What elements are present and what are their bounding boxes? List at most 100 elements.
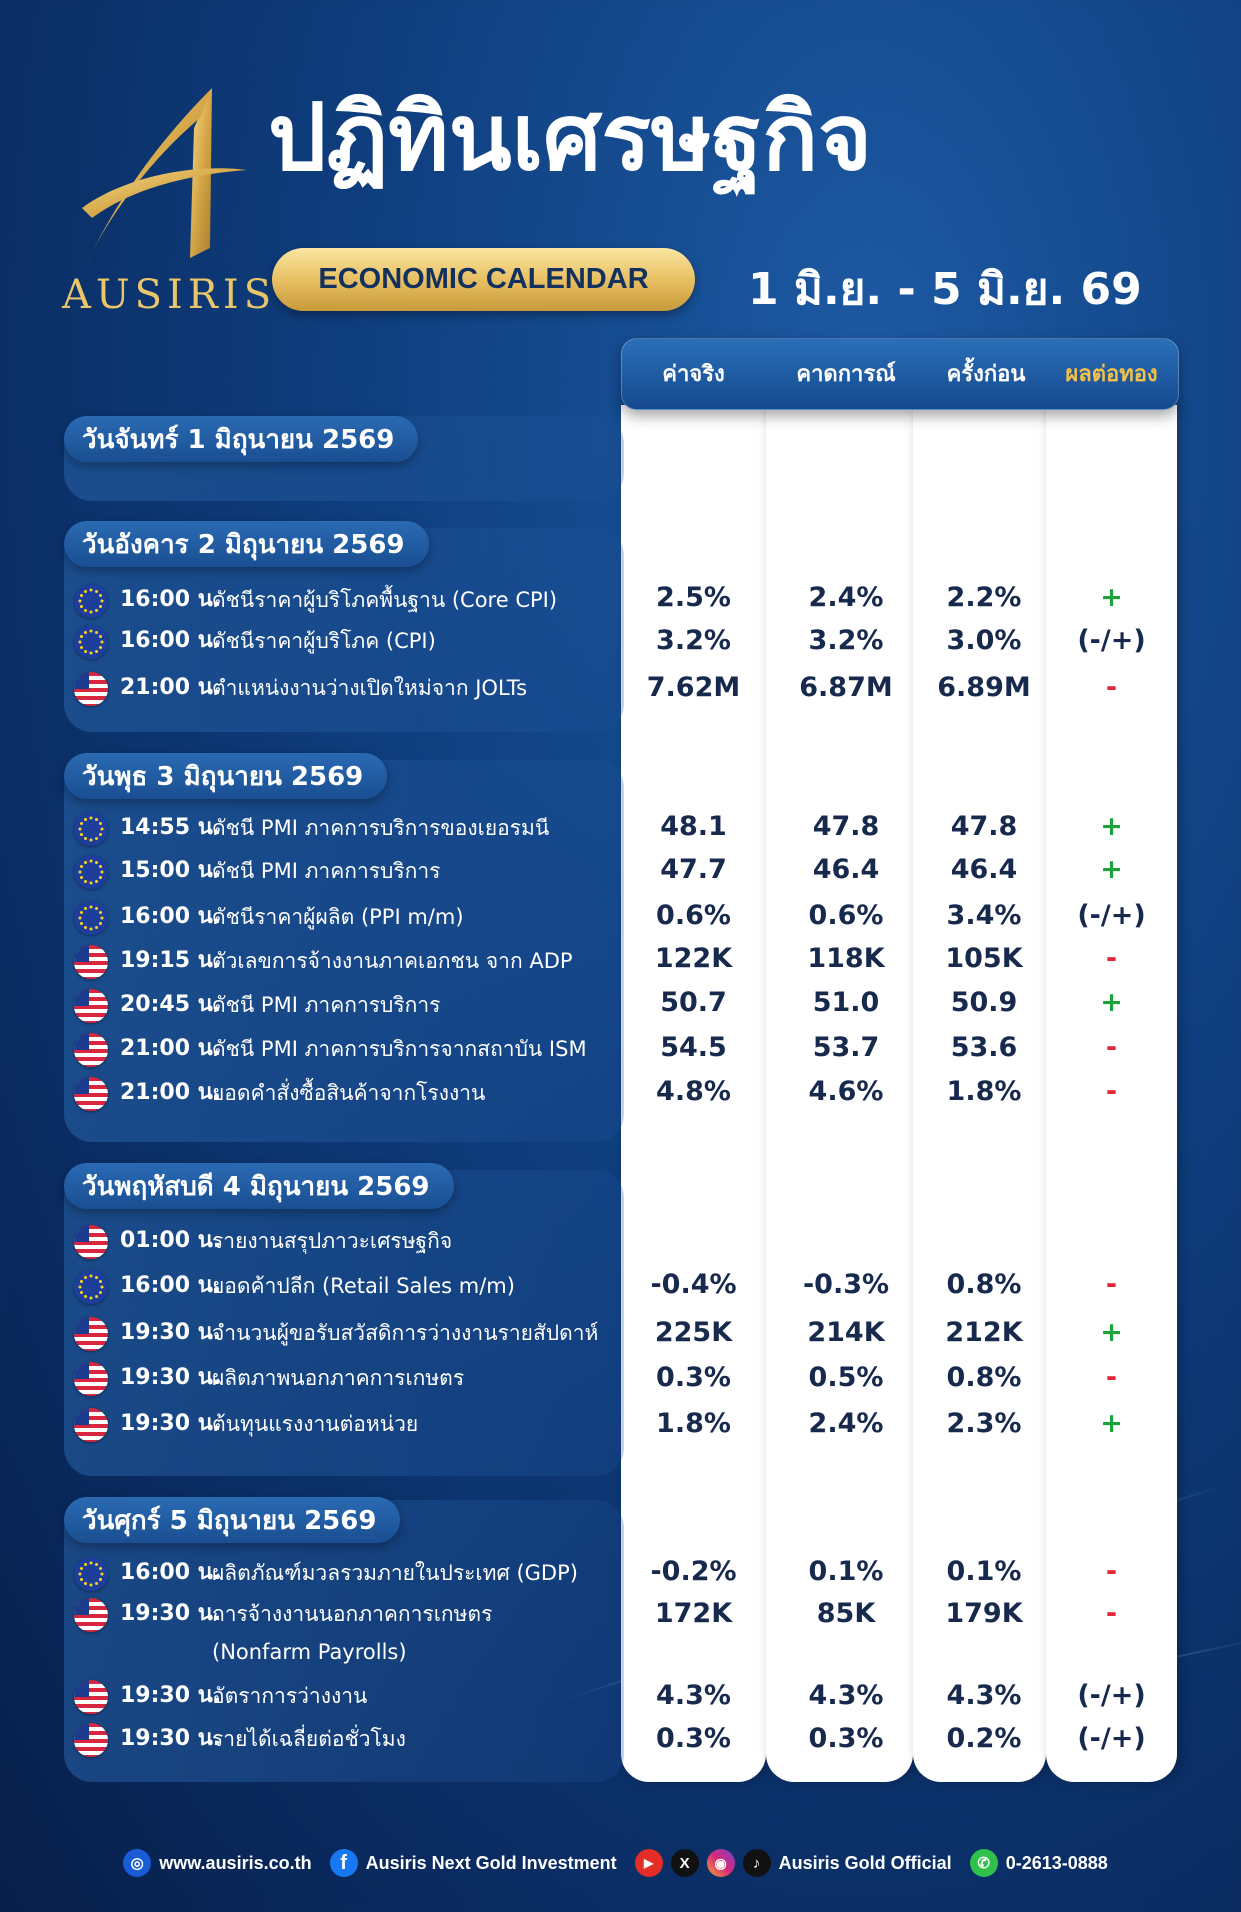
forecast-value: 51.0 [812,987,880,1018]
event-time: 16:00 น. [120,628,222,653]
eu-flag-icon [74,625,108,659]
gold-impact-value: - [1105,943,1118,974]
logo-text: AUSIRIS [62,272,277,318]
page-title: ปฏิทินเศรษฐกิจ [268,84,872,191]
us-flag-icon [74,1033,108,1067]
event-row: 19:30 น. ผลิตภาพนอกภาคการเกษตร [74,1358,614,1398]
header-forecast: คาดการณ์ [796,361,896,387]
event-description: ดัชนีราคาผู้บริโภค (CPI) [212,629,436,653]
us-flag-icon [74,989,108,1023]
gold-impact-value: + [1100,1408,1123,1439]
event-row: 21:00 น. ดัชนี PMI ภาคการบริการจากสถาบัน … [74,1029,614,1069]
actual-value: 1.8% [656,1408,731,1439]
actual-value: 0.6% [656,900,731,931]
gold-impact-value: + [1100,1317,1123,1348]
us-flag-icon [74,1723,108,1757]
us-flag-icon [74,1077,108,1111]
gold-impact-value: - [1105,1556,1118,1587]
event-row: 19:30 น. จำนวนผู้ขอรับสวัสดิการว่างงานราย… [74,1313,614,1353]
event-row: 19:30 น. ต้นทุนแรงงานต่อหน่วย [74,1404,614,1444]
previous-value: 50.9 [950,987,1018,1018]
event-time: 16:00 น. [120,1273,222,1298]
forecast-value: 0.3% [808,1723,884,1754]
tiktok-icon[interactable]: ♪ [742,1849,771,1877]
event-row: 16:00 น. ดัชนีราคาผู้ผลิต (PPI m/m) [74,897,614,937]
event-row: 15:00 น. ดัชนี PMI ภาคการบริการ [74,851,614,891]
actual-value: 47.7 [660,854,727,885]
actual-value: 50.7 [660,987,727,1018]
event-row: 21:00 น. ยอดคำสั่งซื้อสินค้าจากโรงงาน [74,1073,614,1113]
previous-value: 105K [945,943,1023,974]
event-time: 16:00 น. [120,904,222,929]
actual-value: 3.2% [656,625,731,656]
event-time: 21:00 น. [120,1036,222,1061]
column-header-bar [621,338,1179,410]
youtube-icon[interactable]: ▶ [634,1849,663,1877]
previous-value: 46.4 [950,854,1018,885]
gold-impact-value: - [1105,1598,1118,1629]
previous-value: 2.2% [946,582,1022,613]
previous-value: 53.6 [950,1032,1018,1063]
previous-value: 1.8% [946,1076,1022,1107]
event-row: 16:00 น. ดัชนีราคาผู้บริโภค (CPI) [74,621,614,661]
actual-value: -0.4% [650,1269,737,1300]
day-panel [64,1500,624,1782]
previous-value: 179K [945,1598,1023,1629]
gold-impact-value [1046,1221,1177,1261]
gold-impact-value: (-/+) [1077,1723,1146,1754]
globe-icon: ◎ [123,1849,152,1877]
day-label: วันพุธ 3 มิถุนายน 2569 [64,753,388,799]
event-description: รายได้เฉลี่ยต่อชั่วโมง [212,1727,406,1751]
footer-social[interactable]: Ausiris Gold Official [778,1852,952,1873]
forecast-value: 118K [807,943,885,974]
event-time: 21:00 น. [120,675,222,700]
forecast-value: 53.7 [812,1032,880,1063]
event-description: ต้นทุนแรงงานต่อหน่วย [212,1412,419,1436]
impact-column [1046,405,1177,1782]
event-description: ดัชนี PMI ภาคการบริการ [212,993,441,1017]
event-time: 21:00 น. [120,1080,222,1105]
gold-impact-value: - [1105,1269,1118,1300]
us-flag-icon [74,945,108,979]
forecast-value: 0.1% [808,1556,884,1587]
footer-phone[interactable]: 0-2613-0888 [1005,1852,1108,1873]
forecast-value: 46.4 [812,854,880,885]
event-description: ตำแหน่งงานว่างเปิดใหม่จาก JOLTs [212,676,528,700]
x-icon[interactable]: X [670,1849,699,1877]
event-time: 19:30 น. [120,1683,222,1708]
date-range: 1 มิ.ย. - 5 มิ.ย. 69 [748,264,1142,315]
day-label: วันอังคาร 2 มิถุนายน 2569 [64,521,429,567]
previous-value: 6.89M [937,672,1031,703]
instagram-icon[interactable]: ◉ [706,1849,735,1877]
ausiris-logo-icon [82,88,247,263]
forecast-value: 4.3% [808,1680,884,1711]
gold-impact-value: + [1100,811,1123,842]
event-row: 16:00 น. ผลิตภัณฑ์มวลรวมภายในประเทศ (GDP) [74,1553,614,1593]
forecast-value [766,1221,926,1261]
event-description: ดัชนีราคาผู้บริโภคพื้นฐาน (Core CPI) [212,588,558,612]
actual-value: 54.5 [660,1032,727,1063]
event-description: การจ้างงานนอกภาคการเกษตร [212,1602,493,1626]
eu-flag-icon [74,584,108,618]
event-description: ดัชนี PMI ภาคการบริการ [212,859,441,883]
actual-value: 4.3% [656,1680,731,1711]
eu-flag-icon [74,855,108,889]
header-impact: ผลต่อทอง [1065,361,1158,387]
event-description: ยอดค้าปลีก (Retail Sales m/m) [212,1274,515,1298]
event-time: 20:45 น. [120,992,222,1017]
us-flag-icon [74,672,108,706]
actual-value: 225K [654,1317,733,1348]
event-time: 19:15 น. [120,948,222,973]
forecast-value: -0.3% [802,1269,890,1300]
event-description: (Nonfarm Payrolls) [212,1640,407,1664]
gold-impact-value: - [1105,1076,1118,1107]
us-flag-icon [74,1598,108,1632]
previous-value: 0.1% [946,1556,1022,1587]
actual-value: 0.3% [656,1362,731,1393]
event-row: 19:15 น. ตัวเลขการจ้างงานภาคเอกชน จาก ADP [74,941,614,981]
us-flag-icon [74,1317,108,1351]
footer-website[interactable]: www.ausiris.co.th [159,1852,312,1873]
previous-value: 3.0% [946,625,1022,656]
footer-facebook[interactable]: Ausiris Next Gold Investment [365,1852,617,1873]
footer: ◎ www.ausiris.co.th f Ausiris Next Gold … [0,1843,1241,1883]
